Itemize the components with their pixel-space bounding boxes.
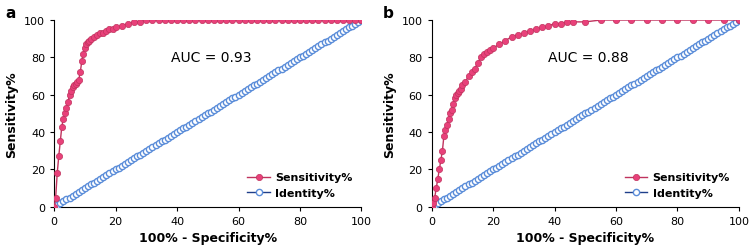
- Y-axis label: Sensitivity%: Sensitivity%: [383, 71, 396, 157]
- Text: b: b: [383, 6, 393, 21]
- Text: AUC = 0.93: AUC = 0.93: [171, 51, 251, 65]
- Text: AUC = 0.88: AUC = 0.88: [548, 51, 629, 65]
- X-axis label: 100% - Specificity%: 100% - Specificity%: [139, 232, 277, 244]
- Y-axis label: Sensitivity%: Sensitivity%: [5, 71, 19, 157]
- Legend: Sensitivity%, Identity%: Sensitivity%, Identity%: [621, 170, 733, 202]
- Legend: Sensitivity%, Identity%: Sensitivity%, Identity%: [244, 170, 356, 202]
- X-axis label: 100% - Specificity%: 100% - Specificity%: [516, 232, 655, 244]
- Text: a: a: [5, 6, 15, 21]
